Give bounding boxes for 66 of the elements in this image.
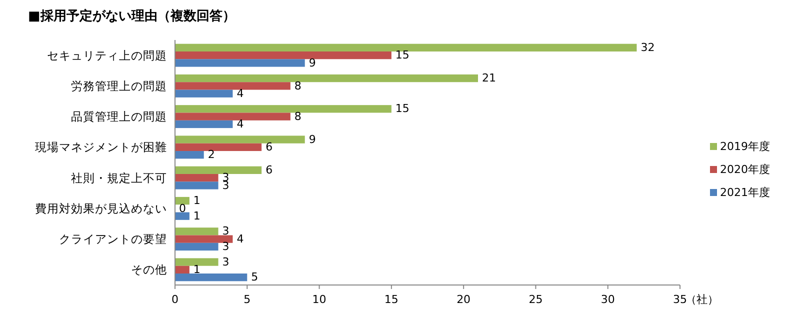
data-label: 6 xyxy=(266,163,273,176)
data-label: 8 xyxy=(294,79,302,92)
bar xyxy=(175,235,233,243)
x-tick-label: 5 xyxy=(244,293,251,306)
bar xyxy=(175,174,218,182)
data-label: 3 xyxy=(222,224,230,238)
x-axis-title: （社） xyxy=(686,293,718,306)
data-label: 9 xyxy=(308,56,316,70)
x-tick-label: 25 xyxy=(528,293,543,306)
bar xyxy=(175,59,305,67)
data-label: 1 xyxy=(193,209,200,222)
bar xyxy=(175,51,392,60)
data-label: 15 xyxy=(395,48,410,62)
bar xyxy=(175,242,218,251)
bar xyxy=(175,143,262,152)
data-label: 4 xyxy=(236,118,244,131)
y-tick-label: クライアントの要望 xyxy=(59,232,167,246)
bar xyxy=(175,258,218,266)
data-label: 4 xyxy=(236,232,244,246)
x-tick-label: 30 xyxy=(600,293,615,306)
bar xyxy=(175,151,204,159)
data-label: 1 xyxy=(193,194,200,208)
x-tick-label: 20 xyxy=(456,293,471,306)
y-tick-label: その他 xyxy=(131,262,167,277)
bar xyxy=(175,74,478,82)
bar xyxy=(175,90,233,98)
bar xyxy=(175,182,218,190)
bar xyxy=(175,120,233,128)
bar xyxy=(175,166,262,174)
data-label: 15 xyxy=(395,102,410,116)
y-tick-label: 費用対効果が見込めない xyxy=(35,201,167,216)
data-label: 21 xyxy=(482,72,496,85)
data-label: 32 xyxy=(640,40,655,54)
y-tick-label: 現場マネジメントが困難 xyxy=(35,140,167,154)
bar xyxy=(175,196,190,205)
data-label: 5 xyxy=(251,270,258,284)
bar xyxy=(175,274,248,282)
data-label: 4 xyxy=(236,86,244,100)
bar xyxy=(175,266,190,274)
chart-title: ■採用予定がない理由（複数回答） xyxy=(28,8,236,24)
x-tick-label: 35 xyxy=(673,293,687,306)
x-tick-label: 0 xyxy=(172,293,178,306)
legend-label: 2019年度 xyxy=(720,140,770,153)
data-label: 3 xyxy=(222,240,230,254)
bar xyxy=(175,212,190,220)
data-label: 1 xyxy=(193,263,200,276)
bar xyxy=(175,228,218,236)
bar xyxy=(175,136,305,144)
bar xyxy=(175,112,290,120)
data-label: 3 xyxy=(222,255,230,268)
data-label: 6 xyxy=(266,140,273,154)
y-tick-label: 社則・規定上不可 xyxy=(71,170,167,185)
y-tick-label: 労務管理上の問題 xyxy=(71,78,167,93)
y-tick-label: 品質管理上の問題 xyxy=(71,110,167,124)
x-tick-label: 10 xyxy=(312,293,326,306)
data-label: 8 xyxy=(294,110,302,123)
bar xyxy=(175,44,637,52)
legend-label: 2020年度 xyxy=(720,163,770,176)
data-label: 2 xyxy=(208,148,215,162)
legend-label: 2021年度 xyxy=(720,186,770,199)
bar xyxy=(175,82,290,90)
x-tick-label: 15 xyxy=(384,293,398,306)
bar xyxy=(175,105,392,113)
data-label: 9 xyxy=(308,132,316,146)
data-label: 0 xyxy=(179,202,186,215)
y-tick-label: セキュリティ上の問題 xyxy=(47,48,167,62)
